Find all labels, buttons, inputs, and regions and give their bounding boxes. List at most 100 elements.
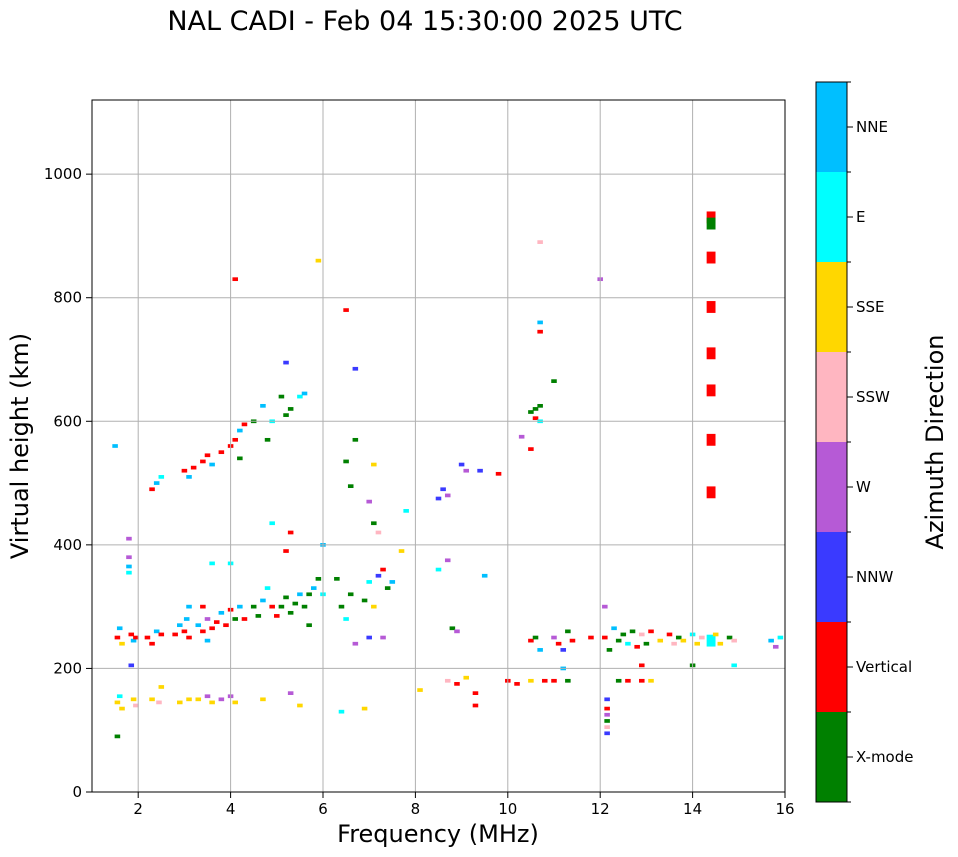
data-point <box>375 573 382 578</box>
data-point <box>347 592 354 597</box>
data-point <box>560 648 567 652</box>
data-point <box>153 629 160 634</box>
data-point <box>634 644 640 649</box>
data-point <box>380 567 386 572</box>
data-point <box>514 682 520 686</box>
data-point <box>604 719 610 723</box>
data-point <box>186 604 192 609</box>
data-point <box>177 700 183 705</box>
data-point <box>260 697 266 702</box>
data-point <box>706 634 716 647</box>
data-point <box>149 641 155 646</box>
data-point <box>278 394 285 399</box>
data-point <box>366 580 372 584</box>
data-point <box>403 509 409 513</box>
data-point <box>528 638 534 643</box>
data-point <box>606 648 613 652</box>
colorbar-tick-label: SSE <box>856 298 885 316</box>
data-point <box>495 471 502 476</box>
data-point <box>116 626 123 631</box>
data-point <box>149 487 155 492</box>
data-point <box>620 632 627 637</box>
data-point <box>706 384 716 397</box>
data-point <box>648 629 654 634</box>
data-point <box>398 549 405 553</box>
data-point <box>287 691 294 695</box>
data-point <box>190 465 197 470</box>
data-point <box>183 617 190 621</box>
data-point <box>528 447 534 451</box>
data-point <box>731 663 737 668</box>
data-point <box>706 486 716 499</box>
colorbar-segment <box>816 712 847 802</box>
y-tick-label: 400 <box>53 536 82 554</box>
data-point <box>444 558 451 563</box>
data-point <box>537 320 543 325</box>
data-point <box>604 712 610 717</box>
data-point <box>417 688 423 692</box>
data-point <box>602 604 608 609</box>
data-point <box>639 663 645 668</box>
data-point <box>186 697 192 702</box>
data-point <box>334 576 340 581</box>
plot-frame <box>91 99 786 793</box>
data-point <box>380 635 386 640</box>
data-point <box>463 675 469 680</box>
data-point <box>625 641 631 646</box>
data-point <box>306 623 312 628</box>
x-tick-label: 4 <box>226 800 236 818</box>
data-point <box>615 638 622 643</box>
data-point <box>232 617 238 621</box>
data-point <box>532 416 539 421</box>
data-point <box>213 620 220 624</box>
x-tick-label: 6 <box>318 800 328 818</box>
data-point <box>126 570 132 575</box>
y-tick-label: 1000 <box>44 165 82 183</box>
data-points <box>112 211 784 739</box>
data-point <box>338 604 345 609</box>
data-point <box>306 592 312 597</box>
data-point <box>315 258 322 263</box>
data-point <box>181 468 188 473</box>
data-point <box>237 604 243 609</box>
data-point <box>338 709 345 714</box>
data-point <box>569 638 576 643</box>
data-point <box>218 610 225 615</box>
x-tick-label: 8 <box>411 800 421 818</box>
data-point <box>112 444 118 448</box>
data-point <box>454 682 460 686</box>
data-point <box>366 499 372 504</box>
data-point <box>555 641 562 646</box>
data-point <box>541 678 548 683</box>
data-point <box>158 475 165 479</box>
data-point <box>444 678 451 683</box>
data-point <box>287 530 294 535</box>
data-point <box>680 638 687 643</box>
data-point <box>343 617 349 621</box>
colorbar-segment <box>816 352 847 442</box>
data-point <box>297 394 303 399</box>
data-point <box>444 493 451 498</box>
data-point <box>602 635 608 640</box>
data-point <box>232 437 238 442</box>
data-point <box>706 251 716 264</box>
data-point <box>149 697 155 702</box>
y-tick-label: 0 <box>72 783 82 801</box>
data-point <box>204 638 211 643</box>
data-point <box>343 459 349 464</box>
data-point <box>352 641 359 646</box>
data-point <box>186 475 192 479</box>
data-point <box>195 697 202 702</box>
data-point <box>232 277 238 282</box>
data-point <box>301 604 308 609</box>
colorbar-segment <box>816 622 847 712</box>
data-point <box>699 635 705 640</box>
data-point <box>565 678 571 683</box>
data-point <box>297 592 303 597</box>
data-point <box>128 663 135 668</box>
colorbar-segment <box>816 262 847 352</box>
colorbar-tick-label: W <box>856 478 871 496</box>
colorbar-label: Azimuth Direction <box>921 335 949 550</box>
data-point <box>371 604 377 609</box>
data-point <box>361 598 368 603</box>
